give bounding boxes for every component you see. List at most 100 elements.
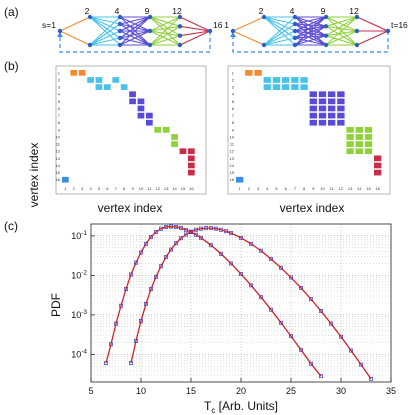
x-tick-label: 20 — [236, 386, 246, 396]
graph-edge — [294, 35, 327, 39]
matrix-y-tick: 13 — [56, 156, 61, 161]
matrix-x-tick: 2 — [73, 186, 76, 191]
graph-node — [117, 28, 123, 34]
layered-graph-left: s=1 16 2 4 9 12 — [42, 6, 223, 53]
matrix-y-tick: 10 — [56, 134, 61, 139]
data-point — [259, 248, 263, 253]
matrix-y-tick: 7 — [232, 113, 235, 118]
matrix-y-tick: 2 — [232, 77, 235, 82]
graph-node — [323, 24, 329, 29]
graph-edge — [89, 16, 121, 46]
chart-ylabel: PDF — [49, 293, 63, 317]
graph-edge — [119, 30, 151, 39]
matrix-cell — [318, 112, 327, 119]
graph-edge — [294, 23, 327, 46]
data-point — [289, 334, 293, 339]
graph-edge — [149, 16, 181, 46]
layer-label: 9 — [145, 6, 150, 16]
layer-label: 4 — [115, 6, 120, 16]
x-tick-label: 15 — [186, 386, 196, 396]
data-point — [299, 285, 303, 290]
matrix-cell — [188, 155, 195, 162]
matrix-y-tick: 4 — [58, 92, 61, 97]
data-point — [164, 255, 168, 260]
graph-edge — [356, 16, 389, 32]
data-point — [359, 362, 363, 367]
matrix-x-tick: 16 — [189, 186, 194, 191]
adjacency-matrix-left-frame — [55, 65, 207, 195]
y-tick-label: 10-4 — [71, 348, 87, 359]
graph-edge — [294, 16, 327, 39]
graph-node — [177, 24, 183, 29]
x-tick-label: 5 — [88, 386, 93, 396]
graph-node — [354, 42, 360, 48]
matrix-cell — [137, 105, 145, 112]
data-point — [289, 275, 293, 280]
data-point — [239, 235, 243, 240]
matrix-cell — [112, 77, 120, 83]
matrix-cell — [300, 77, 308, 83]
graph-edge — [294, 25, 327, 32]
matrix-cell — [355, 141, 363, 147]
matrix-cell — [328, 91, 336, 98]
data-point — [269, 257, 273, 261]
matrix-cell — [129, 98, 136, 105]
y-tick-label: 10-3 — [71, 309, 87, 320]
adjacency-xlabel-right: vertex index — [280, 201, 345, 215]
layered-graph-right: 1 t=16 2 4 9 12 — [224, 6, 408, 53]
x-tick-label: 30 — [336, 386, 346, 396]
matrix-cell — [328, 119, 336, 126]
matrix-x-tick: 9 — [131, 186, 134, 191]
matrix-cell — [104, 84, 111, 90]
matrix-x-tick: 6 — [285, 186, 288, 191]
return-edge — [232, 31, 389, 53]
matrix-x-tick: 4 — [266, 186, 269, 191]
matrix-x-tick: 6 — [106, 186, 109, 191]
data-point — [249, 283, 253, 288]
matrix-y-tick: 1 — [58, 70, 61, 75]
graph-edge — [179, 16, 211, 32]
data-point — [199, 235, 203, 240]
data-point — [149, 234, 153, 239]
data-point — [319, 309, 323, 313]
graph-node — [177, 33, 183, 38]
matrix-cell — [154, 127, 162, 133]
return-arrow-icon — [230, 32, 236, 37]
matrix-x-tick: 13 — [348, 186, 353, 191]
graph-edge — [325, 30, 358, 46]
data-point — [299, 347, 303, 352]
graph-edge — [149, 35, 181, 46]
graph-edge — [89, 16, 121, 25]
graph-node — [87, 14, 93, 20]
graph-edge — [119, 16, 151, 32]
graph-edge — [59, 30, 91, 46]
matrix-cell — [364, 141, 373, 147]
matrix-y-tick: 12 — [56, 149, 61, 154]
graph-node — [385, 28, 391, 34]
data-point — [159, 264, 163, 269]
data-point — [144, 241, 148, 246]
graph-edge — [179, 25, 211, 32]
data-point — [209, 243, 213, 248]
matrix-cell — [171, 134, 178, 140]
matrix-cell — [162, 127, 170, 133]
matrix-cell — [374, 169, 382, 176]
matrix-cell — [355, 148, 363, 155]
graph-edge — [89, 30, 121, 46]
matrix-cell — [309, 91, 317, 98]
matrix-x-tick: 7 — [294, 186, 297, 191]
matrix-cell — [272, 84, 281, 90]
matrix-x-tick: 5 — [275, 186, 278, 191]
graph-node — [117, 42, 123, 48]
graph-edge — [263, 16, 296, 25]
graph-edge — [119, 37, 151, 46]
panel-label-b: (b) — [4, 59, 19, 73]
y-tick-label: 10-2 — [71, 269, 87, 280]
graph-edge — [294, 30, 327, 37]
matrix-y-tick: 13 — [230, 156, 235, 161]
chart-xlabel: Tc [Arb. Units] — [204, 399, 278, 415]
matrix-cell — [236, 176, 244, 183]
data-point — [309, 297, 313, 302]
matrix-x-tick: 4 — [89, 186, 92, 191]
